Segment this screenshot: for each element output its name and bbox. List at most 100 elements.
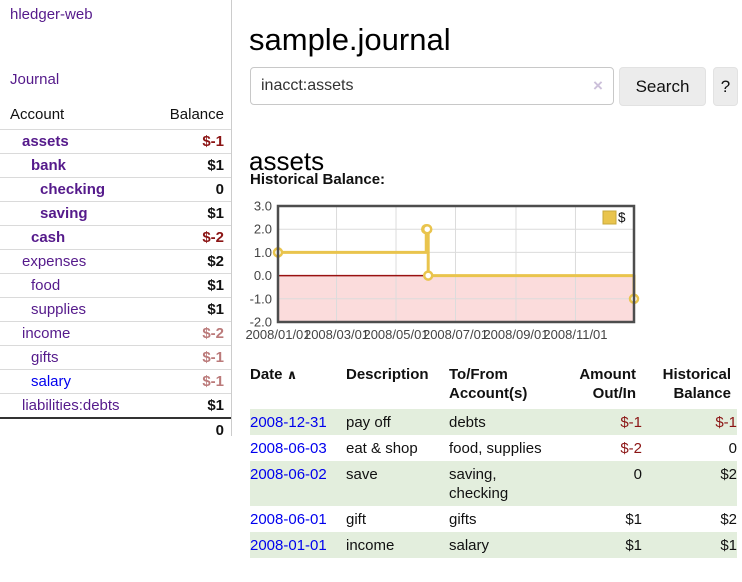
account-row-assets: assets $-1 [0, 129, 231, 153]
account-link-supplies[interactable]: supplies [31, 301, 87, 318]
search-input[interactable] [250, 67, 614, 105]
transaction-amount: $-2 [620, 439, 642, 457]
account-row-salary: salary $-1 [0, 369, 231, 393]
account-link-checking[interactable]: checking [40, 181, 106, 198]
transaction-date-link[interactable]: 2008-12-31 [250, 413, 327, 431]
transaction-amount: 0 [633, 465, 642, 483]
sidebar: hledger-web Journal Account Balance asse… [0, 0, 232, 439]
accounts-balance-table: Account Balance assets $-1 bank $1 check… [0, 101, 231, 442]
account-link-income[interactable]: income [22, 325, 71, 342]
transaction-description: income [346, 536, 395, 554]
account-link-bank[interactable]: bank [31, 157, 67, 174]
search-button[interactable]: Search [619, 67, 706, 106]
account-balance: $-1 [202, 349, 224, 366]
x-tick-label: 2008/09/01 [483, 327, 548, 342]
app-brand-link[interactable]: hledger-web [10, 6, 93, 23]
account-balance: $1 [207, 157, 224, 174]
accounts-table-header: Account Balance [0, 101, 231, 129]
column-header-description: Description [346, 366, 429, 383]
transaction-date-link[interactable]: 2008-06-02 [250, 465, 327, 483]
column-header-date[interactable]: Date ∧ [250, 365, 346, 403]
data-point-marker [421, 223, 433, 235]
transaction-description: gift [346, 510, 367, 528]
account-row-supplies: supplies $1 [0, 297, 231, 321]
y-tick-label: 0.0 [254, 268, 272, 283]
plot-border [276, 204, 636, 324]
x-tick-label: 2008/01/01 [245, 327, 310, 342]
transaction-balance: $2 [720, 465, 737, 483]
account-balance: $2 [207, 253, 224, 270]
transaction-amount: $1 [625, 510, 642, 528]
transaction-description: eat & shop [346, 439, 418, 457]
transaction-row: 2008-06-01 gift gifts $1 $2 [250, 506, 737, 532]
page-title: sample.journal [249, 21, 451, 57]
account-row-cash: cash $-2 [0, 225, 231, 249]
clear-search-icon[interactable]: × [593, 76, 603, 95]
accounts-total-row: 0 [0, 417, 231, 442]
balance-chart-svg: $3.0 2.0 1.0 0.0 -1.0 -2.02008/01/012008/03/0… [245, 199, 640, 342]
transaction-accounts: saving, checking [449, 465, 509, 502]
account-page-title: assets [249, 145, 325, 176]
total-balance: 0 [215, 422, 224, 439]
column-header-accounts: To/From Account(s) [449, 366, 528, 402]
account-link-saving[interactable]: saving [40, 205, 88, 222]
transaction-balance: $1 [720, 536, 737, 554]
transaction-date-link[interactable]: 2008-01-01 [250, 536, 327, 554]
account-link-liabilities-debts[interactable]: liabilities:debts [22, 397, 120, 414]
help-button[interactable]: ? [713, 67, 738, 106]
account-link-salary[interactable]: salary [31, 373, 72, 390]
register-table: Date ∧ Description To/From Account(s) Am… [250, 362, 737, 558]
transaction-accounts: salary [449, 536, 490, 554]
account-row-bank: bank $1 [0, 153, 231, 177]
date-header-label: Date [250, 366, 283, 383]
transaction-date-link[interactable]: 2008-06-01 [250, 510, 327, 528]
column-header-amount: Amount Out/In [579, 366, 636, 402]
legend-label: $ [618, 210, 626, 225]
historical-balance-chart: $3.0 2.0 1.0 0.0 -1.0 -2.0 2008/01/01 2008/03/0… [240, 198, 742, 348]
account-balance: $1 [207, 301, 224, 318]
account-link-gifts[interactable]: gifts [31, 349, 59, 366]
sidebar-item-journal[interactable]: Journal [10, 71, 60, 88]
transaction-date-link[interactable]: 2008-06-03 [250, 439, 327, 457]
account-link-food[interactable]: food [31, 277, 61, 294]
chart-heading: Historical Balance: [250, 171, 386, 188]
account-row-expenses: expenses $2 [0, 249, 231, 273]
register-header-row: Date ∧ Description To/From Account(s) Am… [250, 362, 737, 409]
account-balance: $1 [207, 397, 224, 414]
y-tick-label: 1.0 [254, 245, 272, 260]
y-tick-label: -1.0 [250, 291, 272, 306]
account-balance: $-1 [202, 133, 224, 150]
transaction-balance: $2 [720, 510, 737, 528]
data-point-marker [422, 270, 434, 281]
account-row-liabilities-debts: liabilities:debts $1 [0, 393, 231, 417]
legend-swatch [602, 210, 617, 225]
account-column-header: Account [10, 106, 65, 123]
y-tick-label: 2.0 [254, 222, 272, 237]
transaction-amount: $1 [625, 536, 642, 554]
transaction-accounts: gifts [449, 510, 477, 528]
account-balance: $1 [207, 205, 224, 222]
y-tick-label: -2.0 [250, 315, 272, 330]
transaction-row: 2008-06-02 save saving, checking 0 $2 [250, 461, 737, 506]
account-balance: $-1 [202, 373, 224, 390]
transaction-accounts: debts [449, 413, 486, 431]
transaction-description: pay off [346, 413, 391, 431]
x-tick-label: 2008/07/01 [423, 327, 488, 342]
x-tick-label: 2008/03/01 [304, 327, 369, 342]
account-balance: $-2 [202, 229, 224, 246]
account-row-saving: saving $1 [0, 201, 231, 225]
account-row-income: income $-2 [0, 321, 231, 345]
account-balance: 0 [215, 181, 224, 198]
x-tick-label: 2008/05/01 [363, 327, 428, 342]
transaction-row: 2008-12-31 pay off debts $-1 $-1 [250, 409, 737, 435]
account-link-assets[interactable]: assets [22, 133, 69, 150]
account-balance: $-2 [202, 325, 224, 342]
transaction-accounts: food, supplies [449, 439, 542, 457]
transaction-description: save [346, 465, 378, 483]
account-row-checking: checking 0 [0, 177, 231, 201]
account-link-cash[interactable]: cash [31, 229, 66, 246]
transaction-balance: $-1 [715, 413, 737, 431]
account-link-expenses[interactable]: expenses [22, 253, 87, 270]
balance-column-header: Balance [169, 106, 224, 123]
